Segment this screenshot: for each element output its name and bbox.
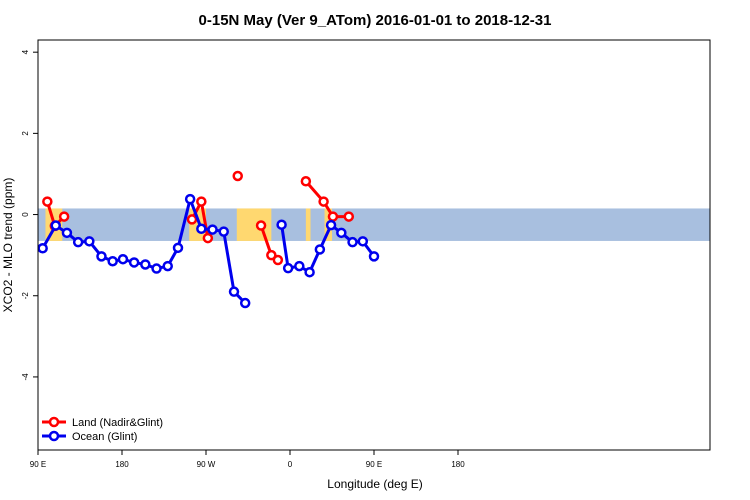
series-0-point-3-1 [266,249,277,261]
series-1-point-1-5 [325,219,337,231]
series-1-point-0-1 [50,220,61,231]
series-layer [38,170,380,309]
series-1-point-0-6 [107,255,118,267]
series-0-point-3-2 [272,254,284,266]
legend: Land (Nadir&Glint) Ocean (Glint) [42,416,163,443]
x-tick-label-2: 90 W [197,460,216,469]
y-tick-label-1: 2 [21,131,30,136]
series-1-point-0-8 [128,257,140,268]
x-axis-label: Longitude (deg E) [327,477,422,491]
series-0-point-4-0 [300,176,312,187]
series-1-point-0-16 [218,226,229,237]
legend-marker-0 [48,416,60,428]
series-0-point-0-0 [42,196,53,207]
x-tick-label-5: 180 [451,460,465,469]
series-1-point-0-2 [61,227,73,239]
series-1-point-1-7 [347,236,358,248]
legend-label-0: Land (Nadir&Glint) [72,417,163,429]
series-0-point-4-3 [343,211,355,222]
series-0-line-4 [304,180,349,219]
y-tick-label-3: -2 [21,292,30,300]
series-1-point-0-3 [72,236,84,248]
reference-band [38,208,710,241]
x-tick-label-1: 180 [115,460,129,469]
series-0-point-0-2 [58,211,70,222]
series-1-point-0-4 [84,236,95,247]
plot-area [37,39,711,451]
legend-label-1: Ocean (Glint) [72,431,137,443]
series-1-point-0-10 [151,263,162,274]
y-tick-label-4: -4 [21,373,30,381]
series-0-point-3-0 [255,220,267,231]
y-axis: 4 2 0 -2 -4 [21,49,38,380]
series-0-point-4-1 [318,196,329,207]
series-1-point-1-6 [336,227,347,239]
series-1-point-0-15 [207,224,218,235]
band-ocean [38,208,710,241]
series-1-point-0-18 [239,297,251,309]
y-axis-label: XCO2 - MLO trend (ppm) [1,178,15,313]
series-1-point-0-13 [184,193,196,205]
series-1-point-0-5 [96,251,107,262]
plot-background [38,40,710,450]
series-1-point-0-0 [38,242,48,254]
x-axis: 90 E 180 90 W 0 90 E 180 [30,450,465,469]
legend-marker-1 [48,430,60,442]
y-tick-label-2: 0 [21,212,30,217]
series-1-point-1-4 [314,244,326,255]
series-1-point-0-17 [228,286,240,297]
y-tick-label-0: 4 [21,49,30,54]
series-0-point-1-1 [196,196,207,207]
series-1-point-1-3 [304,266,315,278]
series-1-point-1-8 [357,236,369,247]
band-land-3 [305,208,311,241]
series-0-point-4-2 [327,211,339,222]
series-0-point-1-2 [202,232,214,244]
x-tick-label-0: 90 E [30,460,46,469]
series-1-point-0-9 [140,259,151,270]
series-1-point-1-2 [294,260,305,272]
series-1 [38,193,380,309]
series-1-point-0-7 [117,253,129,265]
series-1-point-1-0 [276,219,287,230]
series-1-point-0-12 [172,242,184,254]
series-1-point-0-11 [162,260,173,272]
series-0-point-1-0 [186,214,198,225]
chart-title: 0-15N May (Ver 9_ATom) 2016-01-01 to 201… [199,12,552,29]
series-1-point-1-1 [282,262,294,274]
x-tick-label-4: 90 E [366,460,382,469]
series-0-point-2-0 [232,170,243,182]
series-1-point-1-9 [368,251,380,262]
series-1-point-0-14 [196,223,207,235]
x-tick-label-3: 0 [288,460,293,469]
